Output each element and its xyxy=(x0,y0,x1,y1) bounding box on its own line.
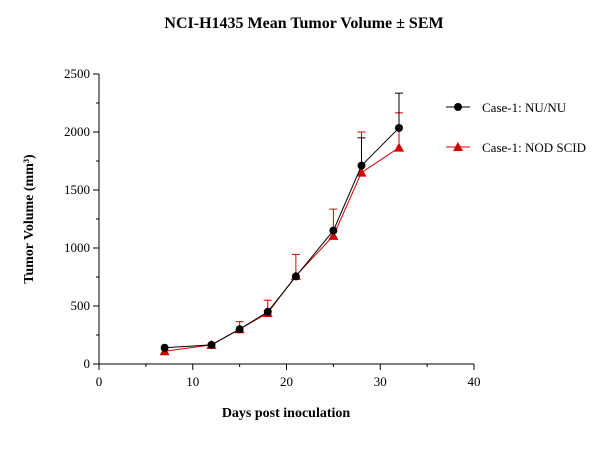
y-tick-label: 1000 xyxy=(64,240,90,255)
legend: Case-1: NU/NU Case-1: NOD SCID xyxy=(446,100,586,155)
data-point xyxy=(394,142,404,152)
data-point xyxy=(329,226,338,235)
axes: 0 500 1000 1500 2000 2500 0 10 20 30 40 xyxy=(64,66,481,389)
legend-item-2: Case-1: NOD SCID xyxy=(446,140,586,155)
legend-marker xyxy=(453,142,463,151)
data-point xyxy=(291,272,300,281)
x-tick-label: 10 xyxy=(186,374,199,389)
data-point xyxy=(357,161,366,170)
y-tick-label: 2000 xyxy=(64,124,90,139)
x-tick-label: 20 xyxy=(280,374,293,389)
y-axis-label: Tumor Volume (mm³) xyxy=(22,154,37,284)
y-tick-label: 500 xyxy=(71,298,91,313)
y-tick-label: 1500 xyxy=(64,182,90,197)
data-point xyxy=(207,340,216,349)
series-1 xyxy=(160,92,403,352)
x-tick-label: 0 xyxy=(96,374,103,389)
y-tick-label: 2500 xyxy=(64,66,90,81)
data-point xyxy=(160,343,169,352)
legend-label: Case-1: NOD SCID xyxy=(482,140,586,155)
data-point xyxy=(356,167,367,177)
data-point xyxy=(263,307,272,316)
data-point xyxy=(328,230,339,240)
series-line xyxy=(164,127,400,349)
y-tick-label: 0 xyxy=(84,356,91,371)
legend-label: Case-1: NU/NU xyxy=(482,100,567,115)
x-axis-label: Days post inoculation xyxy=(222,406,351,421)
x-tick-label: 30 xyxy=(374,374,387,389)
series-2 xyxy=(159,112,404,356)
data-point xyxy=(395,123,403,132)
series-line xyxy=(164,147,400,352)
legend-item-1: Case-1: NU/NU xyxy=(446,100,567,115)
x-tick-label: 40 xyxy=(468,374,481,389)
series-layer xyxy=(159,92,404,356)
chart-title: NCI-H1435 Mean Tumor Volume ± SEM xyxy=(164,15,443,32)
legend-marker xyxy=(454,103,462,111)
data-point xyxy=(235,325,244,334)
